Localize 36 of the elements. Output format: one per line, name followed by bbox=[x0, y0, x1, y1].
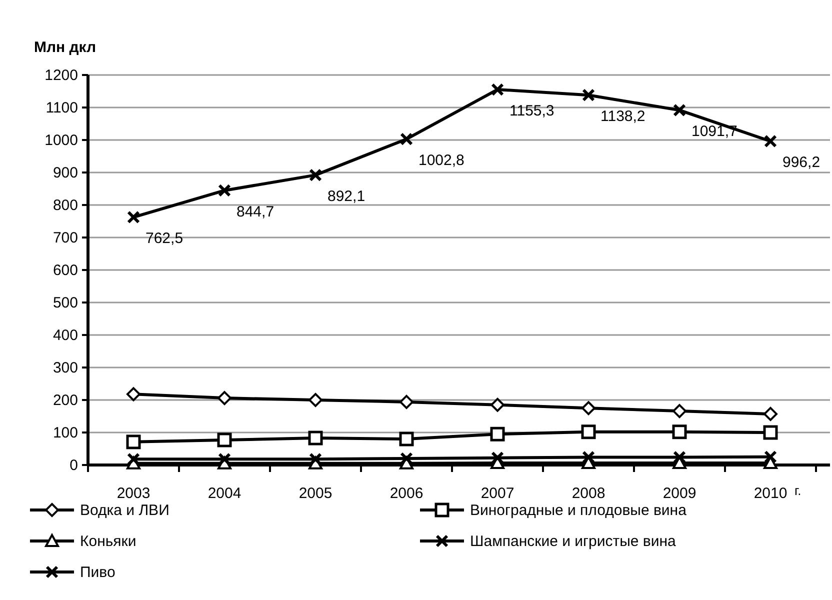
data-label: 996,2 bbox=[782, 154, 820, 172]
x-tick-label: 2007 bbox=[480, 485, 514, 502]
x-axis-title: г. bbox=[794, 483, 802, 498]
legend-label: Коньяки bbox=[80, 533, 136, 550]
y-tick-label: 0 bbox=[70, 457, 78, 474]
x-tick-label: 2005 bbox=[298, 485, 332, 502]
y-tick-label: 600 bbox=[52, 262, 78, 279]
y-tick-label: 200 bbox=[52, 392, 78, 409]
x-tick-label: 2004 bbox=[208, 485, 242, 502]
y-tick-label: 900 bbox=[52, 164, 78, 182]
legend-label: Виноградные и плодовые вина bbox=[470, 502, 688, 519]
y-axis-title: Млн дкл bbox=[34, 39, 96, 56]
y-tick-label: 1100 bbox=[46, 100, 78, 116]
y-tick-label: 500 bbox=[52, 294, 78, 312]
x-tick-label: 2006 bbox=[390, 485, 424, 502]
data-label: 844,7 bbox=[236, 203, 274, 220]
data-label: 892,1 bbox=[328, 188, 366, 206]
legend-label: Водка и ЛВИ bbox=[80, 502, 170, 519]
data-label: 1002,8 bbox=[418, 152, 464, 170]
legend-label: Пиво bbox=[80, 564, 116, 581]
y-tick-label: 800 bbox=[52, 197, 78, 214]
data-label: 1155,3 bbox=[510, 102, 554, 120]
y-tick-label: 300 bbox=[52, 360, 78, 376]
x-tick-label: 2003 bbox=[116, 485, 150, 502]
legend-label: Шампанские и игристые вина bbox=[470, 533, 677, 550]
y-tick-label: 1000 bbox=[44, 132, 78, 149]
y-tick-label: 400 bbox=[52, 327, 78, 344]
data-label: 1138,2 bbox=[600, 108, 646, 126]
data-label: 762,5 bbox=[146, 230, 184, 248]
y-tick-label: 700 bbox=[52, 230, 78, 246]
x-tick-label: 2009 bbox=[662, 485, 696, 502]
y-tick-label: 1200 bbox=[44, 67, 78, 84]
x-tick-label: 2010 bbox=[754, 485, 788, 502]
data-label: 1091,7 bbox=[692, 123, 738, 140]
x-tick-label: 2008 bbox=[572, 485, 606, 502]
y-tick-label: 100 bbox=[52, 424, 78, 442]
